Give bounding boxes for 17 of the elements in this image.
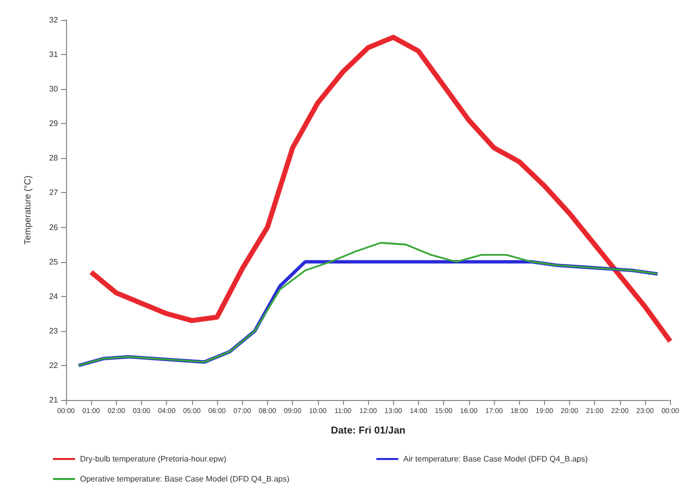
y-tick-label: 32 xyxy=(49,16,59,24)
legend-label: Operative temperature: Base Case Model (DFD Q4_B.aps) xyxy=(80,474,290,484)
legend-label: Dry-bulb temperature (Pretoria-hour.epw) xyxy=(80,454,227,464)
y-tick-label: 27 xyxy=(49,188,59,198)
y-tick-label: 25 xyxy=(49,257,59,266)
y-tick-label: 26 xyxy=(49,222,59,232)
x-axis-title: Date: Fri 01/Jan xyxy=(330,426,406,436)
y-tick-label: 28 xyxy=(49,154,59,163)
y-axis-title: Temperature (°C) xyxy=(22,175,32,245)
legend-label: Air temperature: Base Case Model (DFD Q4_B.aps) xyxy=(403,454,588,464)
y-tick-label: 23 xyxy=(49,326,59,336)
y-tick-label: 29 xyxy=(49,119,59,128)
y-tick-label: 21 xyxy=(49,396,59,404)
y-tick-label: 24 xyxy=(49,292,59,301)
y-tick-label: 22 xyxy=(49,360,59,370)
y-tick-label: 30 xyxy=(49,84,59,94)
y-tick-label: 31 xyxy=(49,50,59,60)
